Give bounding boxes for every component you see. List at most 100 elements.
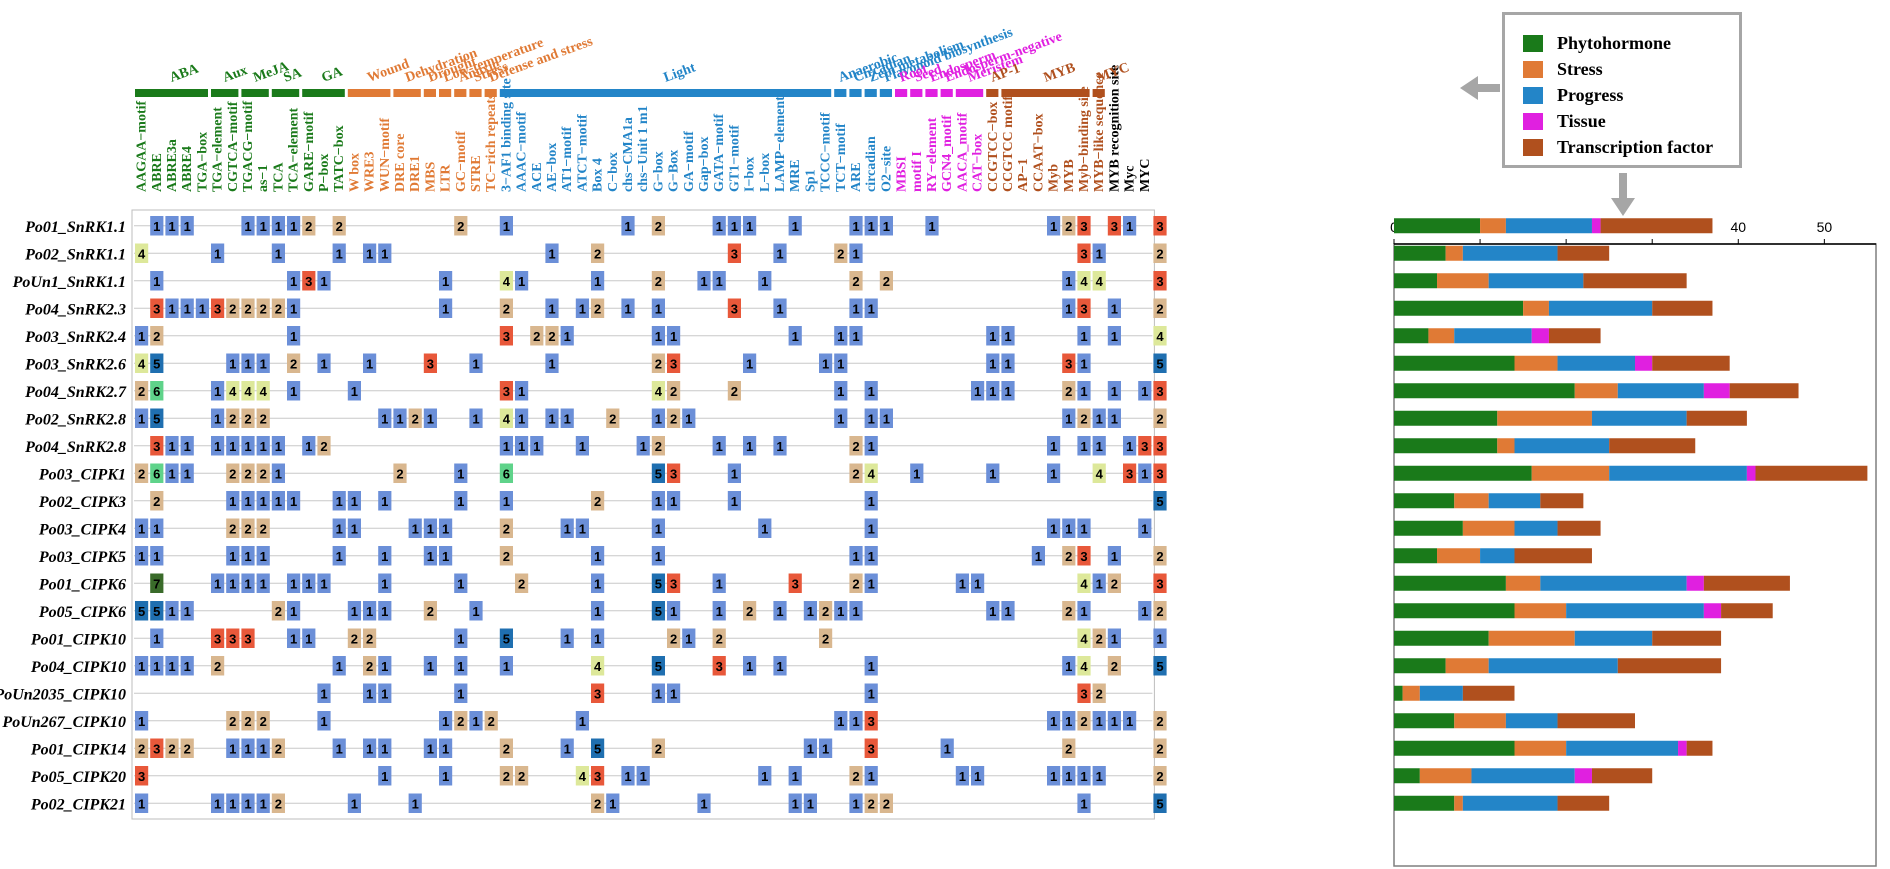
cell-value-label: 1	[305, 439, 312, 454]
cell-value-label: 2	[822, 632, 829, 647]
heatmap-cell	[378, 573, 392, 593]
element-label: G−Box	[667, 150, 682, 192]
element-label: GATA−motif	[712, 113, 727, 192]
heatmap-cell	[1138, 463, 1152, 483]
cell-value-label: 2	[594, 494, 601, 509]
cell-value-label: 1	[974, 769, 981, 784]
cell-value-label: 1	[244, 439, 251, 454]
heatmap-cell	[591, 491, 605, 511]
cell-value-label: 2	[852, 769, 859, 784]
cell-value-label: 2	[518, 769, 525, 784]
heatmap-cell	[651, 271, 665, 291]
bar-segment	[1514, 548, 1592, 564]
cell-value-label: 2	[1156, 769, 1163, 784]
heatmap-cell	[271, 491, 285, 511]
heatmap-cell	[378, 683, 392, 703]
heatmap-cell	[454, 491, 468, 511]
heatmap-cell	[575, 518, 589, 538]
heatmap-cell	[849, 573, 863, 593]
cell-value-label: 1	[1126, 439, 1133, 454]
cell-value-label: 1	[244, 797, 251, 812]
cell-value-label: 1	[868, 549, 875, 564]
cell-value-label: 1	[427, 659, 434, 674]
heatmap-cell	[363, 656, 377, 676]
cell-value-label: 1	[852, 797, 859, 812]
heatmap-cell	[499, 381, 513, 401]
heatmap-cell	[1001, 326, 1015, 346]
heatmap-cell	[439, 738, 453, 758]
heatmap-cell	[150, 216, 164, 236]
heatmap-cell	[378, 601, 392, 621]
cell-value-label: 3	[214, 632, 221, 647]
heatmap-cell	[180, 738, 194, 758]
element-label: TGACG−motif	[241, 100, 256, 192]
heatmap-cell	[165, 601, 179, 621]
cell-value-label: 2	[837, 247, 844, 262]
element-label: circadian	[864, 136, 879, 192]
cell-value-label: 1	[366, 604, 373, 619]
cell-value-label: 3	[1156, 219, 1163, 234]
heatmap-cell	[1153, 793, 1167, 813]
heatmap-cell	[697, 271, 711, 291]
bar-segment	[1591, 218, 1601, 234]
heatmap-cell	[712, 628, 726, 648]
heatmap-cell	[743, 601, 757, 621]
heatmap-cell	[1092, 683, 1106, 703]
cell-value-label: 2	[655, 439, 662, 454]
heatmap-cell	[1092, 243, 1106, 263]
cell-value-label: 4	[594, 659, 602, 674]
cell-value-label: 1	[1004, 604, 1011, 619]
heatmap-cell	[1077, 628, 1091, 648]
heatmap-cell	[150, 298, 164, 318]
cell-value-label: 1	[351, 797, 358, 812]
heatmap-cell	[1047, 463, 1061, 483]
heatmap-cell	[1077, 243, 1091, 263]
bar-segment	[1617, 383, 1704, 399]
cell-value-label: 2	[503, 302, 510, 317]
heatmap-cell	[423, 601, 437, 621]
element-label: AAGAA−motif	[135, 100, 150, 192]
cell-value-label: 4	[579, 769, 587, 784]
heatmap-cell	[241, 353, 255, 373]
cell-value-label: 4	[1080, 577, 1088, 592]
heatmap-cell	[423, 546, 437, 566]
bar-segment	[1548, 300, 1653, 316]
heatmap-cell	[1107, 546, 1121, 566]
heatmap-cell	[332, 491, 346, 511]
cell-value-label: 1	[381, 412, 388, 427]
cell-value-label: 1	[989, 467, 996, 482]
element-label: WUN−motif	[378, 118, 393, 192]
element-label: O2−site	[879, 146, 894, 192]
bar-segment	[1557, 355, 1635, 371]
group-label: Aux	[221, 63, 250, 86]
element-label: ARE	[849, 162, 864, 192]
heatmap-cell	[165, 436, 179, 456]
heatmap-cell	[499, 518, 513, 538]
element-label: LTR	[439, 164, 454, 192]
element-label: AAAC−motif	[515, 111, 530, 192]
cell-value-label: 1	[472, 357, 479, 372]
cell-value-label: 3	[868, 742, 875, 757]
heatmap-cell	[499, 216, 513, 236]
heatmap-cell	[712, 573, 726, 593]
element-label: P−box	[317, 154, 332, 192]
heatmap-cell	[788, 216, 802, 236]
bar-segment	[1652, 630, 1722, 646]
cell-value-label: 1	[168, 302, 175, 317]
heatmap-cell	[211, 243, 225, 263]
heatmap-cell	[378, 408, 392, 428]
bar-segment	[1591, 768, 1653, 784]
bar-segment	[1394, 768, 1420, 784]
cell-value-label: 1	[336, 494, 343, 509]
heatmap-cell	[940, 738, 954, 758]
heatmap-cell	[499, 628, 513, 648]
heatmap-cell	[743, 353, 757, 373]
cell-value-label: 5	[153, 412, 160, 427]
gene-label: Po04_SnRK2.8	[24, 439, 126, 456]
bar-segment	[1394, 685, 1403, 701]
heatmap-cell	[1153, 463, 1167, 483]
cell-value-label: 1	[1065, 274, 1072, 289]
element-label: MYC	[1138, 159, 1153, 192]
cell-value-label: 1	[275, 439, 282, 454]
cell-value-label: 1	[457, 467, 464, 482]
